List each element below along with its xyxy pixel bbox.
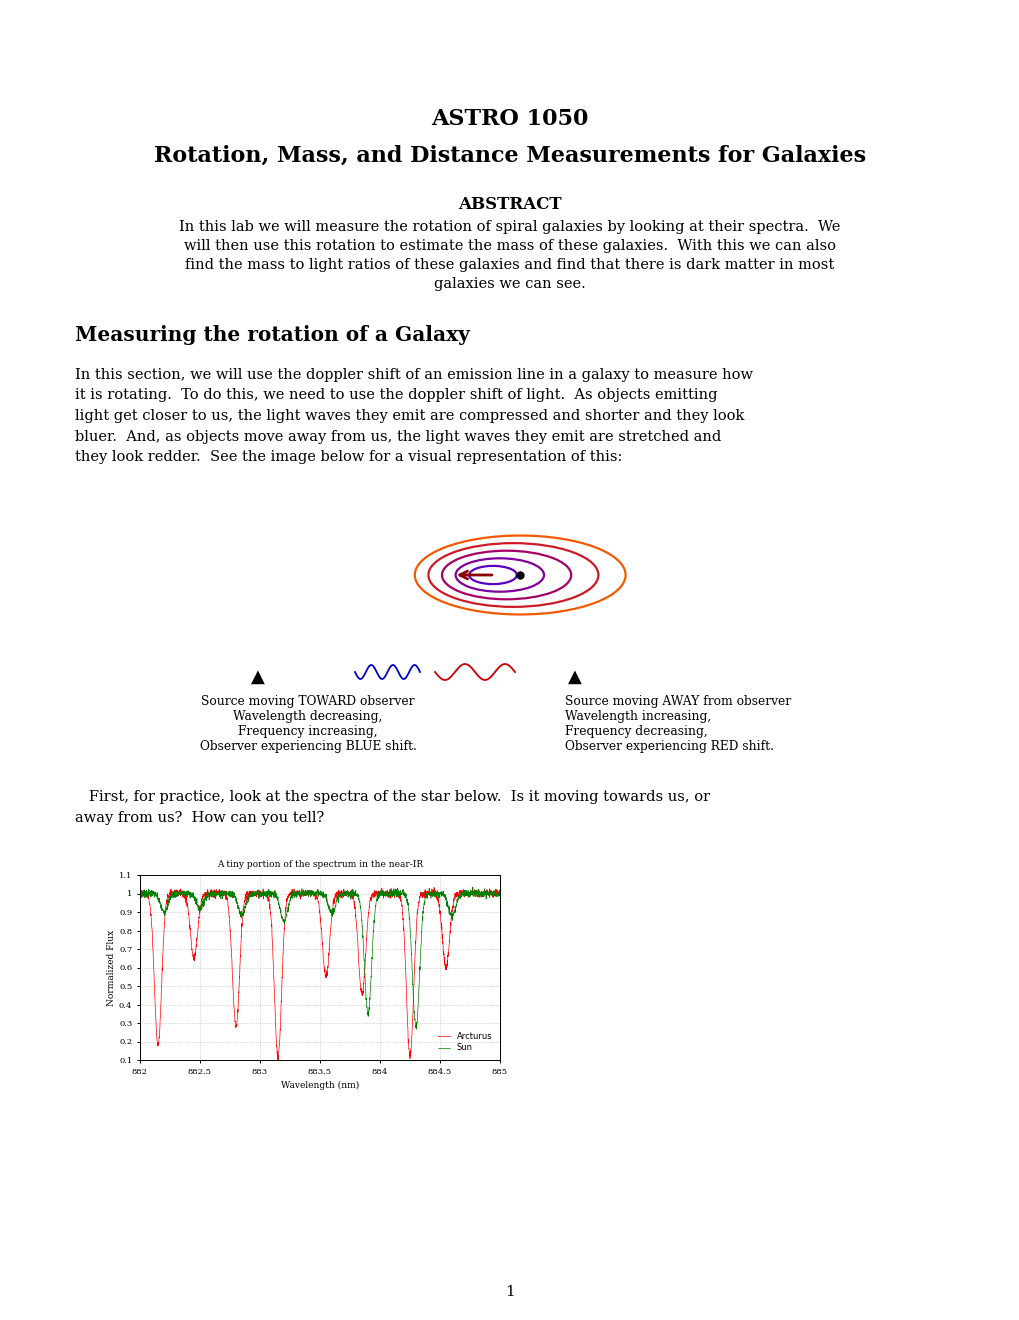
Arcturus	[493, 883, 505, 899]
Text: Rotation, Mass, and Distance Measurements for Galaxies: Rotation, Mass, and Distance Measurement…	[154, 145, 865, 168]
Arcturus	[483, 884, 495, 900]
Arcturus	[152, 1036, 164, 1052]
Text: ▲: ▲	[568, 668, 582, 686]
Sun	[483, 884, 495, 900]
Sun	[309, 886, 321, 902]
Text: ABSTRACT: ABSTRACT	[458, 195, 561, 213]
Text: Source moving TOWARD observer: Source moving TOWARD observer	[201, 696, 415, 708]
Text: Observer experiencing RED shift.: Observer experiencing RED shift.	[565, 741, 773, 752]
Y-axis label: Normalized Flux: Normalized Flux	[107, 929, 116, 1006]
Arcturus	[417, 886, 429, 902]
Text: 1: 1	[504, 1284, 515, 1299]
Text: In this section, we will use the doppler shift of an emission line in a galaxy t: In this section, we will use the doppler…	[75, 368, 752, 381]
Text: galaxies we can see.: galaxies we can see.	[434, 277, 585, 290]
Text: ▲: ▲	[251, 668, 265, 686]
Text: it is rotating.  To do this, we need to use the doppler shift of light.  As obje: it is rotating. To do this, we need to u…	[75, 388, 716, 403]
Text: will then use this rotation to estimate the mass of these galaxies.  With this w: will then use this rotation to estimate …	[183, 239, 836, 253]
Arcturus	[272, 1052, 284, 1068]
Text: Frequency increasing,: Frequency increasing,	[238, 725, 377, 738]
Text: In this lab we will measure the rotation of spiral galaxies by looking at their : In this lab we will measure the rotation…	[179, 220, 840, 234]
Title: A tiny portion of the spectrum in the near-IR: A tiny portion of the spectrum in the ne…	[217, 859, 423, 869]
Arcturus	[428, 879, 440, 895]
Sun	[493, 886, 505, 902]
Text: Observer experiencing BLUE shift.: Observer experiencing BLUE shift.	[200, 741, 416, 752]
Sun	[152, 890, 164, 906]
Text: Wavelength decreasing,: Wavelength decreasing,	[233, 710, 382, 723]
Line: Arcturus: Arcturus	[140, 887, 499, 1060]
Text: ASTRO 1050: ASTRO 1050	[431, 108, 588, 129]
Arcturus	[309, 891, 321, 907]
Legend: Arcturus, Sun: Arcturus, Sun	[434, 1028, 495, 1056]
X-axis label: Wavelength (nm): Wavelength (nm)	[280, 1081, 359, 1090]
Sun	[410, 1022, 422, 1038]
Sun	[133, 883, 146, 899]
Arcturus	[133, 883, 146, 899]
Text: away from us?  How can you tell?: away from us? How can you tell?	[75, 810, 324, 825]
Line: Sun: Sun	[140, 887, 499, 1030]
Text: First, for practice, look at the spectra of the star below.  Is it moving toward: First, for practice, look at the spectra…	[75, 789, 709, 804]
Text: they look redder.  See the image below for a visual representation of this:: they look redder. See the image below fo…	[75, 450, 622, 465]
Sun	[417, 900, 429, 916]
Text: light get closer to us, the light waves they emit are compressed and shorter and: light get closer to us, the light waves …	[75, 409, 744, 422]
Text: find the mass to light ratios of these galaxies and find that there is dark matt: find the mass to light ratios of these g…	[185, 257, 834, 272]
Sun	[467, 879, 479, 895]
Sun	[300, 886, 312, 902]
Text: Source moving AWAY from observer: Source moving AWAY from observer	[565, 696, 791, 708]
Text: Wavelength increasing,: Wavelength increasing,	[565, 710, 710, 723]
Arcturus	[300, 884, 312, 900]
Text: bluer.  And, as objects move away from us, the light waves they emit are stretch: bluer. And, as objects move away from us…	[75, 429, 720, 444]
Arcturus	[483, 890, 495, 906]
Text: Frequency decreasing,: Frequency decreasing,	[565, 725, 707, 738]
Text: Measuring the rotation of a Galaxy: Measuring the rotation of a Galaxy	[75, 325, 470, 345]
Sun	[483, 887, 495, 903]
